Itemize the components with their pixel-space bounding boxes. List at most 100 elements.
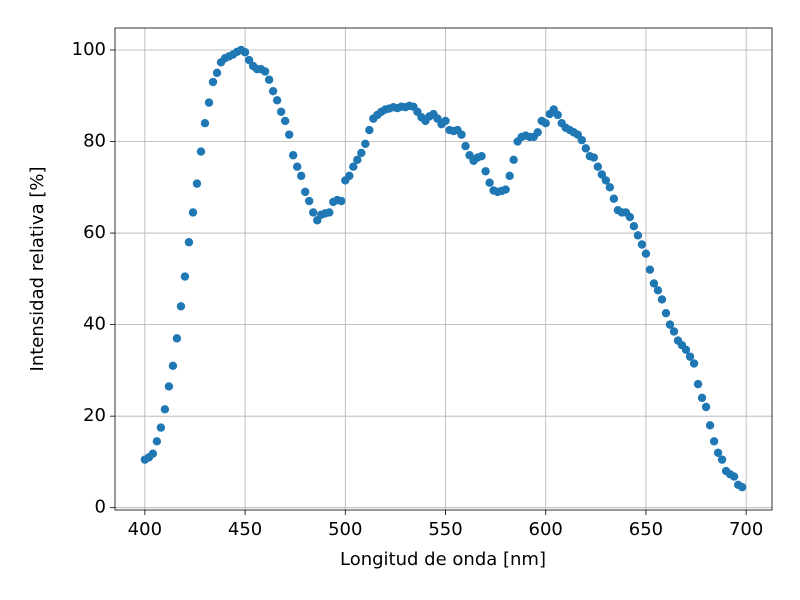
point	[349, 162, 358, 171]
point	[589, 153, 599, 162]
point	[541, 119, 550, 128]
point	[280, 116, 290, 126]
point	[345, 171, 354, 181]
point	[156, 423, 166, 432]
point	[172, 334, 182, 343]
x-axis-label: Longitud de onda [nm]	[340, 549, 546, 570]
point	[276, 107, 286, 116]
point	[717, 455, 727, 464]
point	[709, 437, 719, 446]
point	[148, 449, 158, 458]
point	[713, 448, 723, 457]
x-tick-label: 500	[328, 519, 362, 540]
point	[689, 359, 699, 368]
point	[204, 98, 214, 107]
x-tick-label: 400	[128, 519, 162, 540]
point	[601, 176, 611, 185]
point	[641, 249, 651, 258]
x-tick-label: 450	[228, 519, 262, 540]
point	[477, 151, 486, 161]
point	[629, 222, 639, 231]
y-axis-label: Intensidad relativa [%]	[27, 167, 48, 372]
point	[184, 238, 194, 247]
point	[325, 208, 334, 217]
point	[729, 472, 739, 481]
point	[509, 155, 518, 165]
point	[653, 286, 663, 295]
point	[581, 144, 591, 153]
point	[164, 382, 174, 391]
point	[533, 128, 542, 137]
point	[180, 272, 190, 281]
point	[337, 196, 346, 206]
point	[212, 68, 222, 78]
point	[633, 231, 643, 240]
point	[669, 327, 679, 336]
point	[685, 352, 695, 361]
point	[441, 116, 450, 126]
point	[357, 148, 366, 158]
y-tick-label: 60	[83, 222, 106, 243]
point	[597, 170, 607, 179]
point	[264, 75, 274, 84]
point	[284, 130, 294, 139]
point	[152, 437, 162, 446]
point	[244, 55, 254, 65]
point	[353, 155, 362, 165]
point	[681, 345, 691, 354]
point	[160, 405, 170, 414]
point	[553, 110, 562, 120]
y-tick-label: 40	[83, 314, 106, 335]
point	[645, 265, 655, 274]
point	[196, 147, 206, 156]
point	[192, 179, 202, 188]
x-tick-label: 650	[629, 519, 663, 540]
point	[697, 393, 707, 403]
point	[200, 119, 210, 128]
point	[240, 48, 250, 57]
plot-frame	[114, 27, 773, 511]
point	[168, 361, 178, 371]
point	[577, 135, 586, 145]
point	[268, 86, 278, 96]
point	[461, 141, 470, 151]
point	[188, 208, 198, 217]
point	[661, 308, 671, 318]
x-tick-label: 700	[729, 519, 763, 540]
point	[457, 130, 466, 139]
point	[361, 139, 370, 149]
point	[260, 67, 270, 76]
point	[501, 185, 510, 194]
y-tick-label: 100	[72, 39, 106, 60]
point	[637, 240, 647, 249]
point	[605, 183, 615, 192]
point	[176, 302, 186, 311]
point	[609, 194, 619, 203]
point	[272, 96, 282, 105]
point	[737, 482, 747, 492]
y-tick-label: 0	[95, 497, 106, 518]
point	[705, 421, 715, 430]
x-tick-label: 550	[428, 519, 462, 540]
point	[665, 320, 675, 329]
point	[693, 379, 703, 389]
y-tick-label: 20	[83, 405, 106, 426]
point	[288, 151, 298, 160]
point	[208, 77, 218, 87]
point	[309, 208, 318, 217]
point	[701, 402, 711, 412]
point	[365, 125, 374, 135]
y-tick-label: 80	[83, 131, 106, 152]
point	[649, 279, 659, 288]
point	[657, 295, 667, 304]
point	[505, 171, 514, 181]
point	[481, 167, 490, 176]
point	[593, 162, 603, 171]
point	[296, 171, 306, 181]
point	[485, 178, 494, 187]
point	[305, 196, 314, 206]
point	[292, 162, 302, 171]
point	[301, 187, 310, 197]
x-tick-label: 600	[529, 519, 563, 540]
